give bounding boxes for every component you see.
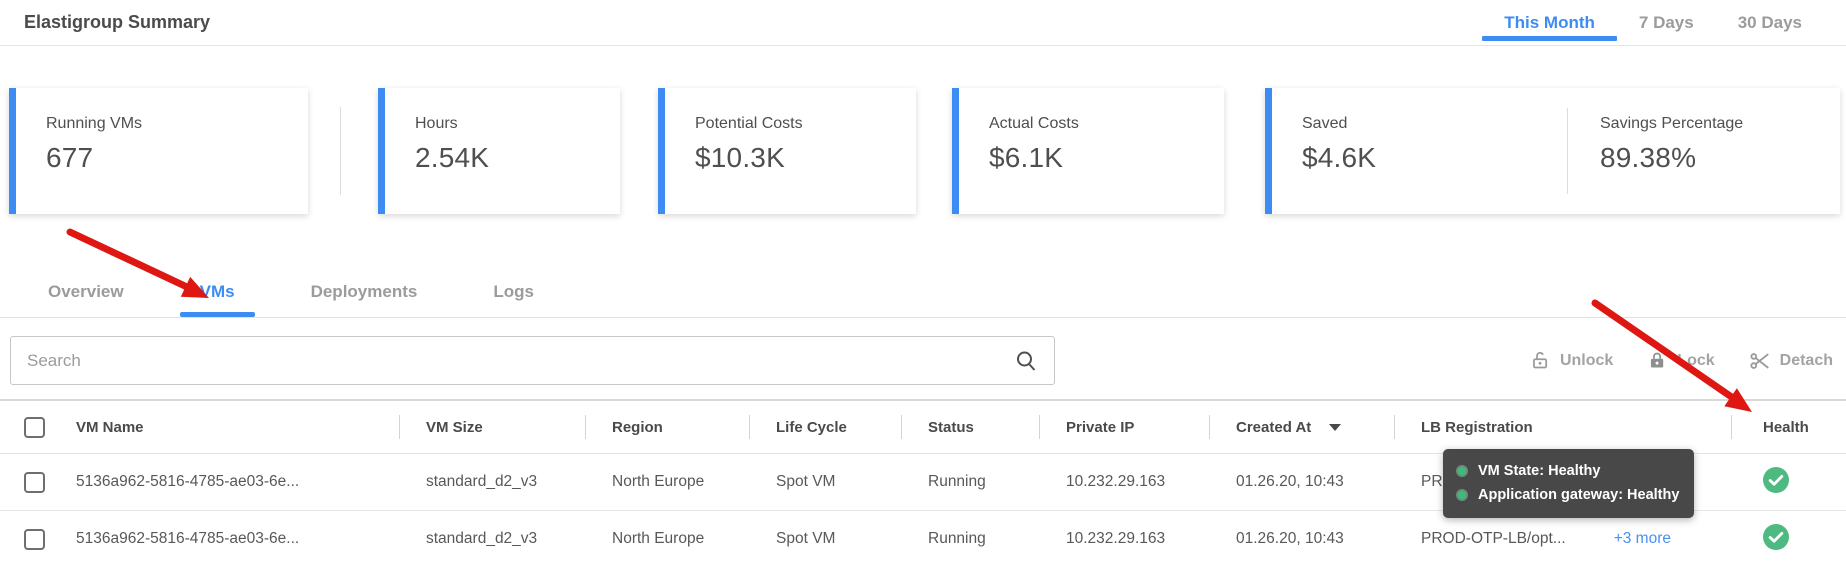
row-checkbox[interactable] bbox=[24, 528, 45, 550]
tooltip-line: Application gateway: Healthy bbox=[1456, 483, 1679, 507]
col-header-health[interactable]: Health bbox=[1731, 401, 1846, 453]
row-select-cell bbox=[0, 454, 60, 510]
stat-value: 89.38% bbox=[1600, 142, 1697, 173]
stat-label: Savings Percentage bbox=[1600, 115, 1744, 132]
status-cell: Running bbox=[928, 530, 986, 547]
vms-table: VM Name VM Size Region Life Cycle Status… bbox=[0, 399, 1846, 564]
unlock-button[interactable]: Unlock bbox=[1530, 350, 1613, 371]
search-box bbox=[10, 336, 1055, 385]
health-cell bbox=[1731, 454, 1846, 510]
life-cycle-cell: Spot VM bbox=[776, 473, 836, 490]
period-tabs: This Month 7 Days 30 Days bbox=[1482, 0, 1846, 45]
stat-value: $6.1K bbox=[989, 142, 1064, 173]
healthy-dot-icon bbox=[1456, 465, 1468, 477]
col-header-created-at[interactable]: Created At bbox=[1209, 401, 1394, 453]
select-all-checkbox[interactable] bbox=[24, 416, 45, 438]
stat-value: 2.54K bbox=[415, 142, 490, 173]
tab-vms[interactable]: VMs bbox=[179, 282, 255, 317]
tooltip-line: VM State: Healthy bbox=[1456, 459, 1679, 483]
status-cell: Running bbox=[928, 473, 986, 490]
stat-value: $10.3K bbox=[695, 142, 785, 173]
lock-button[interactable]: Lock bbox=[1647, 350, 1715, 371]
stat-label: Saved bbox=[1302, 115, 1348, 132]
stats-row: Running VMs 677 Hours 2.54K Potential Co… bbox=[0, 88, 1846, 214]
select-all-cell bbox=[0, 401, 60, 453]
tab-logs[interactable]: Logs bbox=[493, 282, 534, 301]
stat-label: Running VMs bbox=[46, 115, 143, 132]
toolbar-actions: Unlock Lock bbox=[1496, 350, 1833, 372]
created-at-cell: 01.26.20, 10:43 bbox=[1236, 473, 1344, 490]
row-checkbox[interactable] bbox=[24, 471, 45, 493]
search-icon[interactable] bbox=[1014, 349, 1038, 373]
lock-label: Lock bbox=[1677, 351, 1715, 369]
lb-registration-cell: PROD-OTP-LB/opt... +3 more bbox=[1394, 511, 1731, 564]
table-row[interactable]: 5136a962-5816-4785-ae03-6e... standard_d… bbox=[0, 511, 1846, 564]
life-cycle-cell: Spot VM bbox=[776, 530, 836, 547]
col-header-lb-registration[interactable]: LB Registration bbox=[1394, 401, 1731, 453]
stat-card-hours: Hours 2.54K bbox=[378, 88, 620, 214]
private-ip-cell: 10.232.29.163 bbox=[1066, 473, 1166, 490]
scissors-icon bbox=[1749, 350, 1771, 372]
stat-card-saved: Saved $4.6K bbox=[1272, 88, 1567, 214]
vm-name-cell: 5136a962-5816-4785-ae03-6e... bbox=[76, 530, 300, 547]
col-header-vm-name[interactable]: VM Name bbox=[76, 418, 144, 436]
stat-value: 677 bbox=[46, 142, 94, 173]
vm-name-cell: 5136a962-5816-4785-ae03-6e... bbox=[76, 473, 300, 490]
table-header-row: VM Name VM Size Region Life Cycle Status… bbox=[0, 399, 1846, 454]
tab-overview[interactable]: Overview bbox=[48, 282, 124, 301]
vms-toolbar: Unlock Lock bbox=[0, 336, 1846, 385]
col-header-status[interactable]: Status bbox=[901, 401, 1039, 453]
vm-size-cell: standard_d2_v3 bbox=[426, 530, 538, 547]
tab-deployments[interactable]: Deployments bbox=[310, 282, 418, 301]
period-tab-30-days[interactable]: 30 Days bbox=[1737, 12, 1802, 32]
stat-value: $4.6K bbox=[1302, 142, 1377, 173]
page-header: Elastigroup Summary This Month 7 Days 30… bbox=[0, 0, 1846, 46]
stat-card-running-vms: Running VMs 677 bbox=[9, 88, 308, 214]
period-tab-7-days[interactable]: 7 Days bbox=[1638, 12, 1694, 32]
sort-desc-icon[interactable] bbox=[1329, 423, 1342, 431]
stat-card-potential-costs: Potential Costs $10.3K bbox=[658, 88, 916, 214]
lock-icon bbox=[1647, 350, 1668, 371]
healthy-dot-icon bbox=[1456, 489, 1468, 501]
region-cell: North Europe bbox=[612, 473, 705, 490]
vm-size-cell: standard_d2_v3 bbox=[426, 473, 538, 490]
stat-divider bbox=[340, 107, 341, 195]
col-header-region[interactable]: Region bbox=[585, 401, 749, 453]
col-header-vm-size[interactable]: VM Size bbox=[399, 401, 585, 453]
stat-divider bbox=[1567, 108, 1568, 194]
col-header-life-cycle[interactable]: Life Cycle bbox=[749, 401, 901, 453]
unlock-icon bbox=[1530, 350, 1551, 371]
stat-card-savings: Saved $4.6K Savings Percentage 89.38% bbox=[1265, 88, 1840, 214]
health-ok-icon[interactable] bbox=[1763, 523, 1789, 555]
stat-card-savings-percentage: Savings Percentage 89.38% bbox=[1568, 88, 1743, 214]
unlock-label: Unlock bbox=[1559, 351, 1614, 369]
created-at-label: Created At bbox=[1236, 418, 1312, 436]
stat-label: Actual Costs bbox=[989, 115, 1079, 132]
tooltip-text: Application gateway: Healthy bbox=[1478, 487, 1680, 503]
created-at-cell: 01.26.20, 10:43 bbox=[1236, 530, 1344, 547]
private-ip-cell: 10.232.29.163 bbox=[1066, 530, 1166, 547]
page-title: Elastigroup Summary bbox=[24, 12, 211, 32]
detach-label: Detach bbox=[1779, 351, 1833, 369]
lb-more-link[interactable]: +3 more bbox=[1613, 530, 1671, 547]
tooltip-text: VM State: Healthy bbox=[1478, 463, 1601, 479]
search-input[interactable] bbox=[11, 337, 1014, 384]
col-header-private-ip[interactable]: Private IP bbox=[1039, 401, 1209, 453]
period-tab-this-month[interactable]: This Month bbox=[1482, 0, 1617, 45]
row-select-cell bbox=[0, 511, 60, 564]
health-cell bbox=[1731, 511, 1846, 564]
region-cell: North Europe bbox=[612, 530, 705, 547]
detach-button[interactable]: Detach bbox=[1749, 350, 1833, 372]
stat-label: Hours bbox=[415, 115, 458, 132]
stat-card-actual-costs: Actual Costs $6.1K bbox=[952, 88, 1224, 214]
section-tabs: Overview VMs Deployments Logs bbox=[0, 214, 1846, 318]
lb-name: PROD-OTP-LB/opt... bbox=[1421, 530, 1566, 547]
stat-label: Potential Costs bbox=[695, 115, 803, 132]
health-ok-icon[interactable] bbox=[1763, 466, 1789, 498]
health-tooltip: VM State: Healthy Application gateway: H… bbox=[1443, 449, 1695, 518]
